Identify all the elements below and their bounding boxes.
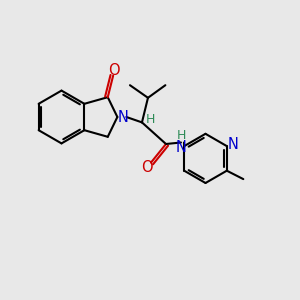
Text: O: O <box>141 160 152 175</box>
Text: H: H <box>176 129 186 142</box>
Text: N: N <box>117 110 128 124</box>
Text: N: N <box>227 137 238 152</box>
Text: H: H <box>146 113 155 126</box>
Text: N: N <box>176 140 186 154</box>
Text: O: O <box>108 63 119 78</box>
